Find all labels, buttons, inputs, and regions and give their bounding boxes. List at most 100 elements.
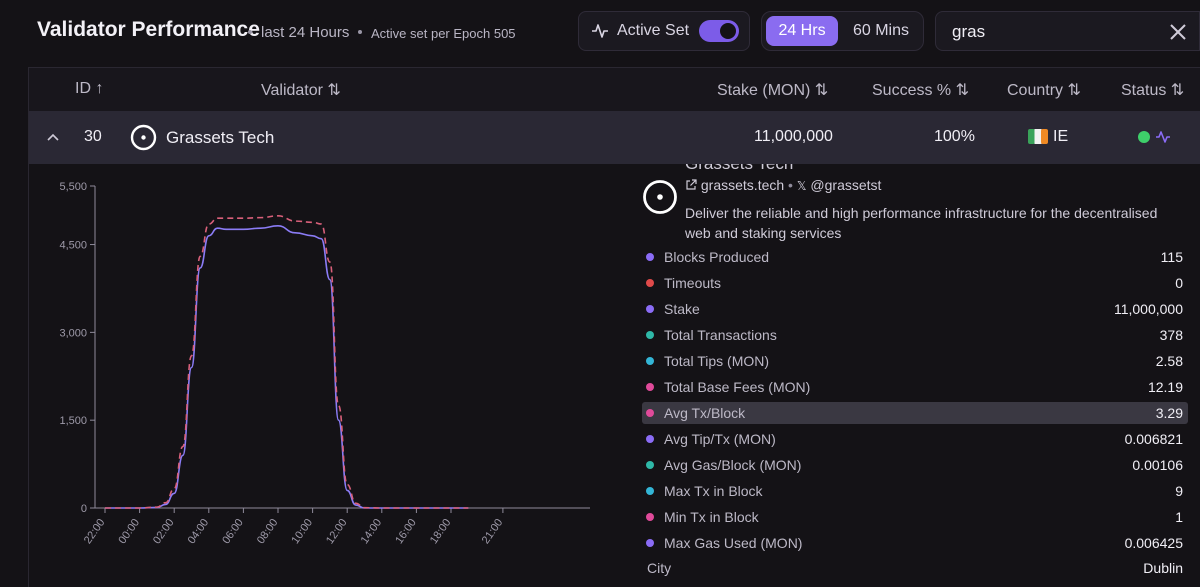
row-country: IE [1053,128,1069,145]
stat-color-dot [646,331,654,339]
active-set-switch[interactable] [699,20,739,42]
status-dot [1138,131,1150,143]
stat-color-dot [646,279,654,287]
x-tick-label: 02:00 [151,517,177,546]
stat-color-dot [646,539,654,547]
stat-value: 1 [1175,509,1183,525]
page-title: Validator Performance [37,18,260,41]
separator-dot [358,30,362,34]
info-title-clip: Grassets Tech [680,164,1200,172]
stat-value: 378 [1159,327,1183,343]
external-link-icon [686,179,697,190]
col-stake-header[interactable]: Stake (MON) ⇅ [717,82,829,99]
city-value: Dublin [1143,560,1183,576]
range-60m-button[interactable]: 60 Mins [852,22,910,39]
separator-dot [248,30,252,34]
range-24h-button[interactable]: 24 Hrs [766,16,838,46]
y-tick-label: 3,000 [59,327,87,339]
performance-chart: 0 1,500 3,000 4,500 5,500 22:00 00:00 02:00 04:0… [59,181,590,546]
stat-color-dot [646,357,654,365]
stat-label: Stake [664,301,700,317]
epoch-note: Active set per Epoch 505 [371,26,516,41]
stat-row: Min Tx in Block 1 [642,506,1188,528]
stat-label: Avg Gas/Block (MON) [664,457,802,473]
x-tick-label: 08:00 [255,517,281,546]
stat-label: Total Base Fees (MON) [664,379,811,395]
stat-color-dot [646,513,654,521]
expanded-details [29,164,1200,587]
stat-value: 0.006425 [1124,535,1183,551]
validator-logo-icon [643,180,677,214]
x-handle-link[interactable]: @grassetst [810,177,882,193]
search-input[interactable] [952,20,1152,44]
row-success: 100% [934,128,975,145]
active-set-label: Active Set [617,22,690,39]
stat-color-dot [646,435,654,443]
stat-label: Max Tx in Block [664,483,763,499]
y-tick-label: 1,500 [59,415,87,427]
col-country-header[interactable]: Country ⇅ [1007,82,1081,99]
col-id-header[interactable]: ID ↑ [75,80,104,97]
close-icon[interactable] [1169,23,1187,41]
link-line: grassets.tech • 𝕏 @grassetst [685,177,881,193]
stat-label: Total Transactions [664,327,777,343]
col-success-header[interactable]: Success % ⇅ [872,82,969,99]
validator-description: Deliver the reliable and high performanc… [685,205,1158,241]
stat-color-dot [646,383,654,391]
x-tick-label: 12:00 [324,517,350,546]
series-line-dashed [105,215,469,509]
stat-value: 0.00106 [1132,457,1183,473]
y-tick-label: 0 [81,503,87,515]
stat-label: Max Gas Used (MON) [664,535,803,551]
validator-logo-icon [130,124,157,151]
row-stake: 11,000,000 [754,128,833,145]
stat-color-dot [646,487,654,495]
stat-color-dot [646,409,654,417]
switch-knob [720,23,736,39]
stat-row: Stake 11,000,000 [642,298,1188,320]
stat-row: Avg Tip/Tx (MON) 0.006821 [642,428,1188,450]
stat-row: Max Tx in Block 9 [642,480,1188,502]
period-label: last 24 Hours [261,24,350,41]
col-validator-header[interactable]: Validator ⇅ [261,82,341,99]
stat-value: 9 [1175,483,1183,499]
stat-label: Total Tips (MON) [664,353,770,369]
col-status-header[interactable]: Status ⇅ [1121,82,1185,99]
stat-row: Max Gas Used (MON) 0.006425 [642,532,1188,554]
city-label: City [647,560,672,576]
search-box [935,11,1200,51]
stat-color-dot [646,461,654,469]
stat-row: Avg Tx/Block 3.29 [642,402,1188,424]
stat-value: 3.29 [1155,405,1183,421]
y-tick-label: 4,500 [59,240,87,252]
stat-row: Blocks Produced 115 [642,246,1188,268]
stat-label: Avg Tip/Tx (MON) [664,431,776,447]
separator-dot: • [788,177,793,193]
stat-value: 12.19 [1147,379,1183,395]
stat-row: Total Base Fees (MON) 12.19 [642,376,1188,398]
active-set-toggle-group[interactable]: Active Set [578,11,750,51]
stat-value: 11,000,000 [1113,301,1183,317]
website-link[interactable]: grassets.tech [700,177,785,193]
y-tick-label: 5,500 [59,181,87,193]
x-logo-icon: 𝕏 [796,179,807,193]
x-tick-label: 22:00 [82,517,108,546]
stat-label: Timeouts [664,275,722,291]
activity-icon [592,24,608,38]
stat-color-dot [646,253,654,261]
table-row[interactable]: 30 Grassets Tech 11,000,000 100% IE [29,111,1200,164]
info-title: Grassets Tech [685,164,793,172]
stat-row: Avg Gas/Block (MON) 0.00106 [642,454,1188,476]
stat-value: 115 [1160,249,1183,265]
x-tick-label: 21:00 [480,517,506,546]
stat-row: Timeouts 0 [642,272,1188,294]
row-validator-name[interactable]: Grassets Tech [166,128,275,147]
series-line-solid [105,225,469,509]
stat-value: 0.006821 [1124,431,1183,447]
stat-row: Total Transactions 378 [642,324,1188,346]
stat-value: 0 [1175,275,1183,291]
activity-icon[interactable] [1155,129,1171,145]
ireland-flag-icon [1028,129,1048,144]
chevron-up-icon[interactable] [47,132,59,142]
